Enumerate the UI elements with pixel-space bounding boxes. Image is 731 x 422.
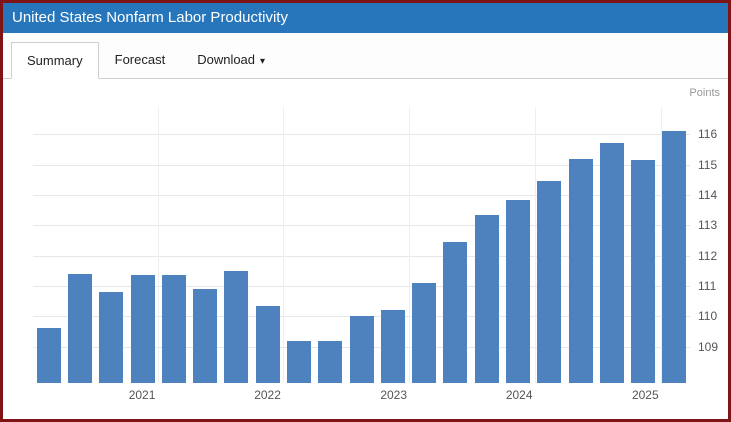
axis-unit-label: Points <box>689 87 720 99</box>
v-gridline <box>534 107 536 383</box>
h-gridline <box>33 164 690 166</box>
bar[interactable] <box>130 275 155 383</box>
bar[interactable] <box>662 131 687 383</box>
bar[interactable] <box>474 214 499 383</box>
bar[interactable] <box>318 340 343 383</box>
x-axis-tick-label: 2024 <box>505 388 533 402</box>
x-axis-tick-label: 2025 <box>631 388 659 402</box>
x-axis-tick-label: 2021 <box>128 388 156 402</box>
v-gridline <box>661 107 663 383</box>
y-axis-tick-label: 113 <box>698 218 718 233</box>
caret-down-icon: ▾ <box>260 56 266 67</box>
page-title: United States Nonfarm Labor Productivity <box>3 3 728 33</box>
tab-download-label: Download <box>197 52 256 67</box>
y-axis-tick-label: 111 <box>698 278 717 293</box>
bar[interactable] <box>599 143 624 383</box>
bar[interactable] <box>631 160 656 383</box>
bar[interactable] <box>505 199 530 383</box>
bar[interactable] <box>412 282 437 383</box>
x-axis: 2021 2022 2023 2024 2025 <box>33 383 690 411</box>
bar[interactable] <box>568 158 593 383</box>
bar[interactable] <box>380 310 405 383</box>
h-gridline <box>33 225 690 227</box>
tab-bar: Summary Forecast Download ▾ <box>3 33 728 79</box>
v-gridline <box>157 107 159 383</box>
tab-forecast-label: Forecast <box>114 52 166 67</box>
h-gridline <box>33 134 690 136</box>
tab-summary[interactable]: Summary <box>11 42 99 79</box>
bar[interactable] <box>193 288 218 383</box>
bar[interactable] <box>286 340 311 383</box>
bar[interactable] <box>255 305 280 383</box>
y-axis-tick-label: 116 <box>698 127 718 142</box>
bar[interactable] <box>224 270 249 383</box>
y-axis-tick-label: 109 <box>698 339 719 354</box>
tab-forecast[interactable]: Forecast <box>99 41 182 78</box>
x-axis-tick-label: 2023 <box>380 388 408 402</box>
bar[interactable] <box>349 316 374 383</box>
bar[interactable] <box>537 181 562 383</box>
bar[interactable] <box>67 273 92 383</box>
v-gridline <box>283 107 285 383</box>
x-axis-tick-label: 2022 <box>254 388 281 402</box>
v-gridline <box>409 107 411 383</box>
bar[interactable] <box>443 241 468 383</box>
h-gridline <box>33 194 690 196</box>
y-axis-tick-label: 115 <box>698 157 718 172</box>
tab-download[interactable]: Download ▾ <box>181 41 281 78</box>
plot-area: 109 110 111 112 113 114 115 116 <box>33 107 718 383</box>
y-axis-tick-label: 112 <box>698 248 718 263</box>
plot-wrap: 109 110 111 112 113 114 115 116 <box>33 107 718 383</box>
bar[interactable] <box>36 328 61 383</box>
h-gridline <box>33 255 690 257</box>
bar[interactable] <box>161 275 186 383</box>
y-axis-tick-label: 114 <box>698 187 718 202</box>
chart: Points 109 110 111 112 113 114 115 116 2021 2022… <box>3 79 728 411</box>
tab-summary-label: Summary <box>27 53 83 68</box>
y-axis-tick-label: 110 <box>698 309 718 324</box>
h-gridline <box>33 285 690 287</box>
bar[interactable] <box>99 292 124 383</box>
